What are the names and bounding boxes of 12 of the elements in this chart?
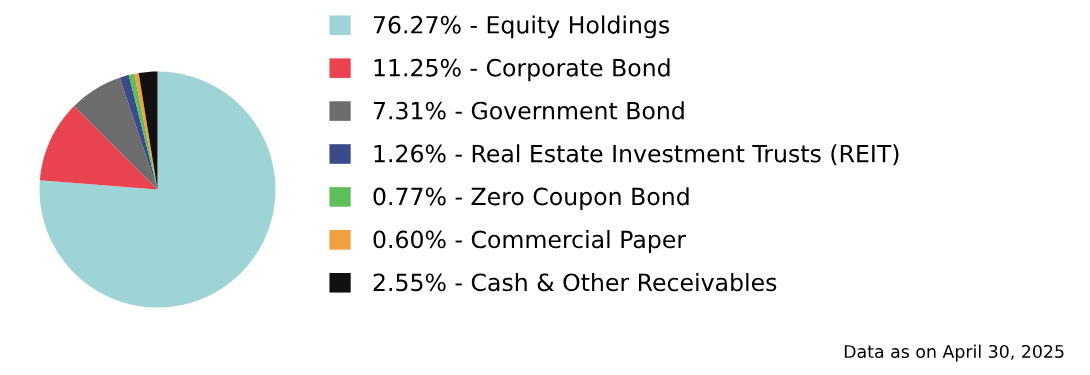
- pie-slice: [74, 77, 158, 190]
- pie-slice: [39, 106, 158, 190]
- legend-label: 11.25% - Corporate Bond: [374, 58, 670, 82]
- text: Data as on April 30, 2025: [844, 344, 1064, 362]
- pie-slice: [39, 71, 276, 308]
- legend-label: 76.27% - Equity Holdings: [373, 15, 670, 39]
- legend-label: 7.31% - Government Bond: [373, 101, 684, 120]
- legend-label: 2.55% - Cash & Other Receivables: [373, 272, 777, 292]
- legend-label: 0.77% - Zero Coupon Bond: [373, 187, 689, 210]
- legend-label: 1.26% - Real Estate Investment Trusts (REIT): [374, 144, 899, 166]
- pie-slice: [119, 75, 158, 190]
- legend-label: 0.60% - Commercial Paper: [373, 230, 687, 253]
